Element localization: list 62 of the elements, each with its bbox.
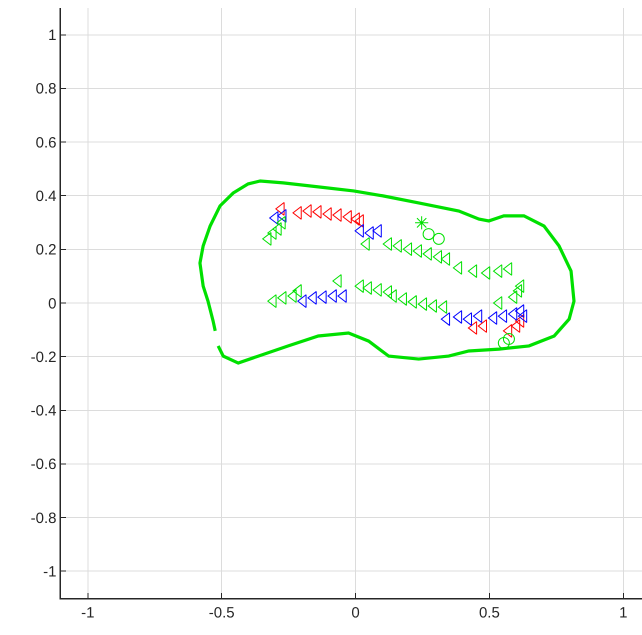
point — [502, 324, 512, 338]
point — [512, 284, 522, 298]
point — [440, 312, 450, 326]
y-tick-label: 0.4 — [36, 188, 56, 205]
point — [440, 252, 450, 266]
point — [432, 232, 445, 245]
point — [287, 289, 297, 303]
y-tick-label: 0.2 — [36, 242, 56, 259]
point — [267, 226, 277, 240]
point — [452, 310, 462, 324]
y-tick-label: 0.8 — [36, 80, 56, 98]
x-tick-label: -0.5 — [208, 604, 235, 622]
point — [418, 297, 428, 311]
point — [267, 294, 277, 308]
point — [332, 274, 342, 288]
point — [422, 228, 435, 240]
y-tick-label: -0.6 — [30, 456, 56, 474]
point — [514, 279, 524, 293]
x-tick-label: 1 — [619, 604, 628, 622]
point — [438, 300, 448, 314]
point — [462, 312, 472, 326]
point — [514, 304, 524, 318]
point — [414, 216, 429, 230]
point — [498, 336, 510, 349]
x-tick-label: -1 — [81, 604, 94, 622]
y-tick-label: -1 — [43, 563, 56, 580]
point — [275, 202, 285, 216]
x-tick-label: 0.5 — [478, 604, 500, 622]
y-tick-label: 1 — [48, 27, 56, 44]
point — [452, 261, 462, 275]
y-tick-label: 0.6 — [36, 134, 56, 152]
point — [488, 311, 498, 325]
point — [468, 321, 478, 335]
y-tick-label: -0.8 — [30, 510, 56, 527]
point — [317, 290, 327, 304]
point — [272, 222, 282, 236]
point — [472, 309, 482, 323]
point — [292, 284, 302, 298]
point — [498, 309, 508, 323]
point — [510, 319, 520, 333]
point — [307, 291, 317, 305]
point — [502, 332, 515, 345]
point — [322, 207, 332, 221]
y-tick-label: -0.2 — [30, 348, 56, 366]
point — [302, 204, 312, 218]
point — [297, 294, 307, 308]
line-series — [198, 179, 576, 365]
point — [432, 250, 442, 264]
point — [468, 264, 478, 278]
point — [360, 237, 370, 251]
point — [502, 262, 512, 276]
point — [332, 208, 342, 222]
point — [518, 309, 528, 323]
point — [292, 206, 302, 220]
y-tick-label: -0.4 — [30, 402, 56, 420]
point — [402, 242, 412, 256]
y-tick-label: 0 — [48, 295, 56, 312]
point — [478, 319, 488, 333]
x-tick-label: 0 — [351, 604, 360, 622]
point — [337, 289, 347, 303]
point — [480, 266, 490, 280]
point — [514, 314, 524, 328]
